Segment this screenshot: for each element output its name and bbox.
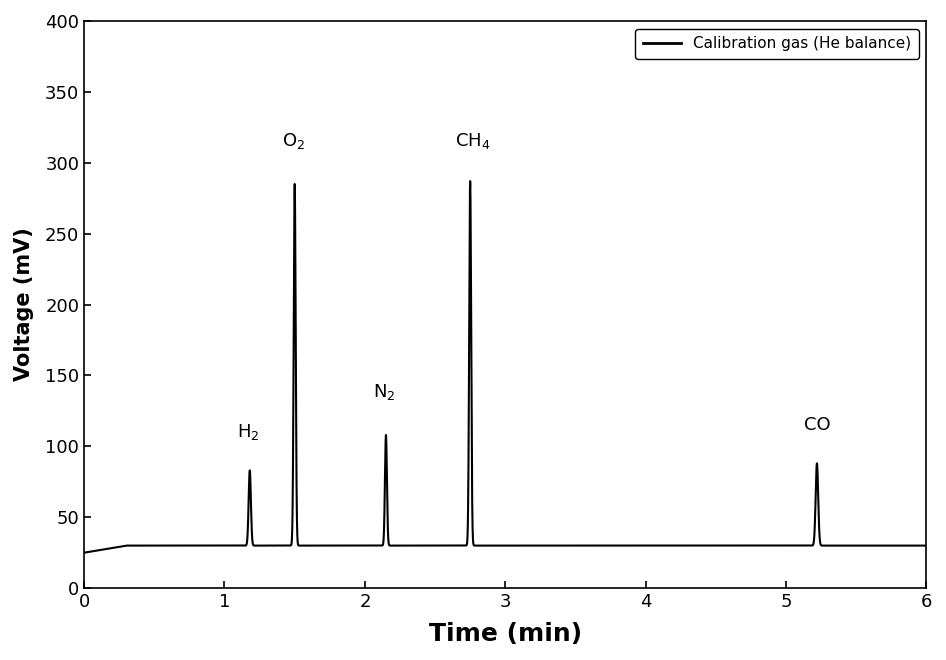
Legend: Calibration gas (He balance): Calibration gas (He balance) [635, 28, 919, 59]
Text: O$_2$: O$_2$ [282, 131, 306, 151]
Text: H$_2$: H$_2$ [237, 422, 259, 442]
Y-axis label: Voltage (mV): Voltage (mV) [14, 228, 34, 381]
Text: CH$_4$: CH$_4$ [455, 131, 490, 151]
Text: CO: CO [804, 416, 831, 434]
Text: N$_2$: N$_2$ [374, 382, 395, 403]
X-axis label: Time (min): Time (min) [429, 622, 582, 646]
